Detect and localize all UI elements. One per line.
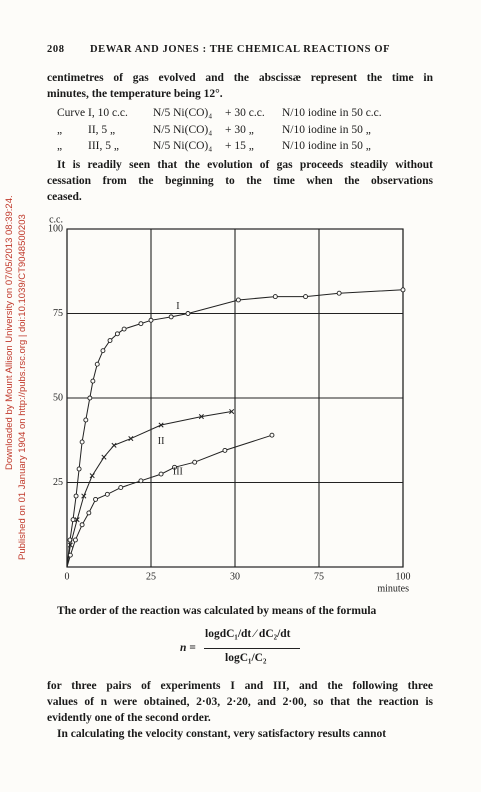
- text-line: for three pairs of experiments I and III…: [47, 680, 433, 692]
- marker: [168, 314, 174, 320]
- text-line: evidently one of the second order.: [47, 712, 211, 724]
- table-cell: III, 5 „: [88, 140, 119, 152]
- x-tick-label: 100: [396, 571, 411, 582]
- marker: [222, 447, 228, 453]
- x-tick-label: 30: [230, 571, 240, 582]
- table-cell: „: [57, 123, 63, 136]
- marker: [87, 395, 93, 401]
- text-line: minutes, the temperature being 12°.: [47, 88, 223, 100]
- marker: [73, 493, 79, 499]
- marker: [198, 414, 204, 420]
- marker: [100, 348, 106, 354]
- marker: [93, 496, 99, 502]
- x-tick-label: 0: [65, 571, 70, 582]
- marker: [303, 294, 309, 300]
- marker: [94, 361, 100, 367]
- y-tick-label: 50: [53, 392, 63, 403]
- text-line: The order of the reaction was calculated…: [57, 605, 377, 617]
- marker: [138, 478, 144, 484]
- formula-numerator: logdC₁/dt ∕ dC₂/dt: [205, 628, 291, 640]
- marker: [104, 491, 110, 497]
- marker: [72, 537, 78, 543]
- marker: [235, 297, 241, 303]
- marker: [336, 290, 342, 296]
- text-line: values of n were obtained, 2·03, 2·20, a…: [47, 696, 433, 708]
- fraction-bar: [204, 648, 300, 649]
- marker: [229, 408, 235, 415]
- text-line: ceased.: [47, 191, 82, 203]
- marker: [114, 331, 120, 337]
- marker: [79, 439, 85, 445]
- marker: [118, 485, 124, 491]
- y-tick-label: 75: [53, 308, 63, 319]
- marker: [172, 464, 177, 470]
- marker: [121, 326, 127, 332]
- table-cell: N/5 Ni(CO)₄: [153, 140, 213, 152]
- marker: [111, 442, 117, 448]
- marker: [81, 493, 87, 499]
- y-tick-label: 25: [53, 477, 63, 488]
- table-cell: N/10 iodine in 50 „: [282, 123, 371, 136]
- table-cell: N/10 iodine in 50 „: [282, 140, 371, 152]
- curve-label: III: [173, 467, 183, 478]
- page-number: 208: [47, 44, 65, 55]
- running-title: DEWAR AND JONES : THE CHEMICAL REACTIONS…: [90, 44, 391, 55]
- table-cell: N/5 Ni(CO)₄: [153, 107, 213, 119]
- curve: [66, 434, 273, 568]
- y-tick-label: 100: [48, 223, 63, 234]
- marker: [83, 417, 89, 423]
- text-line: centimetres of gas evolved and the absci…: [47, 72, 433, 84]
- table-cell: + 30 „: [225, 123, 254, 136]
- marker: [101, 454, 107, 460]
- marker: [272, 294, 278, 300]
- marker: [86, 510, 92, 516]
- marker: [90, 378, 96, 384]
- formula-lhs: n =: [180, 642, 196, 654]
- marker: [76, 466, 82, 472]
- marker: [67, 552, 73, 558]
- table-cell: N/5 Ni(CO)₄: [153, 123, 213, 136]
- marker: [79, 522, 85, 528]
- curve-label: I: [176, 301, 179, 312]
- marker: [158, 422, 164, 428]
- text-line: In calculating the velocity constant, ve…: [57, 728, 387, 740]
- marker: [67, 542, 73, 548]
- marker: [128, 436, 134, 442]
- y-axis-label: c.c.: [49, 214, 63, 225]
- table-cell: II, 5 „: [88, 123, 116, 136]
- marker: [185, 311, 191, 316]
- curve-label: II: [158, 436, 165, 447]
- marker: [158, 471, 164, 477]
- text-line: It is readily seen that the evolution of…: [57, 159, 433, 171]
- marker: [74, 517, 80, 523]
- marker: [148, 317, 154, 323]
- marker: [70, 517, 76, 523]
- table-cell: N/10 iodine in 50 c.c.: [282, 107, 382, 119]
- marker: [269, 432, 275, 438]
- x-tick-label: 25: [146, 571, 156, 582]
- marker: [400, 287, 406, 293]
- curve: [66, 411, 232, 568]
- marker: [138, 321, 144, 327]
- table-cell: Curve: [57, 107, 86, 119]
- x-axis-label: minutes: [377, 583, 409, 594]
- marker: [107, 338, 113, 343]
- table-cell: + 15 „: [225, 140, 254, 152]
- table-cell: „: [57, 140, 63, 152]
- formula-denominator: logC₁/C₂: [225, 652, 267, 664]
- marker: [89, 473, 95, 479]
- marker: [192, 459, 198, 465]
- table-cell: + 30 c.c.: [225, 107, 265, 119]
- text-line: cessation from the beginning to the time…: [47, 175, 433, 187]
- table-cell: I, 10 c.c.: [88, 107, 128, 119]
- x-tick-label: 75: [314, 571, 324, 582]
